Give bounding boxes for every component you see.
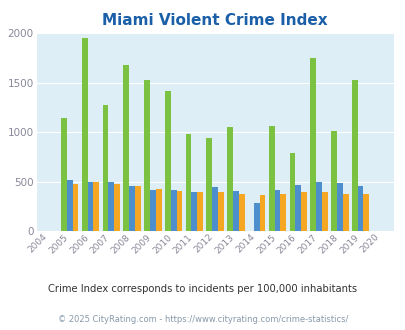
Bar bbox=[72, 184, 78, 231]
Bar bbox=[108, 182, 114, 231]
Bar bbox=[156, 189, 161, 231]
Bar bbox=[362, 194, 369, 231]
Bar bbox=[176, 191, 182, 231]
Bar bbox=[336, 183, 342, 231]
Text: Crime Index corresponds to incidents per 100,000 inhabitants: Crime Index corresponds to incidents per… bbox=[48, 284, 357, 294]
Bar bbox=[164, 91, 171, 231]
Bar bbox=[342, 194, 347, 231]
Bar bbox=[61, 118, 67, 231]
Bar bbox=[301, 192, 306, 231]
Bar bbox=[280, 194, 286, 231]
Bar bbox=[259, 195, 265, 231]
Bar bbox=[232, 191, 238, 231]
Bar bbox=[114, 184, 120, 231]
Bar bbox=[93, 182, 99, 231]
Bar bbox=[321, 192, 327, 231]
Text: © 2025 CityRating.com - https://www.cityrating.com/crime-statistics/: © 2025 CityRating.com - https://www.city… bbox=[58, 315, 347, 324]
Bar bbox=[206, 138, 212, 231]
Bar bbox=[197, 192, 202, 231]
Bar bbox=[135, 186, 141, 231]
Bar bbox=[185, 135, 191, 231]
Bar bbox=[330, 131, 336, 231]
Bar bbox=[123, 65, 129, 231]
Bar bbox=[212, 187, 217, 231]
Bar bbox=[67, 180, 72, 231]
Bar bbox=[82, 38, 87, 231]
Bar bbox=[171, 190, 176, 231]
Title: Miami Violent Crime Index: Miami Violent Crime Index bbox=[102, 13, 327, 28]
Bar bbox=[191, 192, 197, 231]
Bar bbox=[289, 153, 294, 231]
Bar bbox=[268, 126, 274, 231]
Bar bbox=[87, 182, 93, 231]
Bar bbox=[144, 80, 149, 231]
Bar bbox=[294, 185, 301, 231]
Bar bbox=[309, 58, 315, 231]
Bar bbox=[129, 186, 135, 231]
Bar bbox=[351, 80, 357, 231]
Bar bbox=[315, 182, 321, 231]
Bar bbox=[357, 186, 362, 231]
Bar bbox=[238, 194, 244, 231]
Bar bbox=[227, 127, 232, 231]
Bar bbox=[149, 190, 156, 231]
Bar bbox=[217, 192, 223, 231]
Bar bbox=[274, 190, 280, 231]
Bar bbox=[102, 105, 108, 231]
Bar bbox=[253, 203, 259, 231]
